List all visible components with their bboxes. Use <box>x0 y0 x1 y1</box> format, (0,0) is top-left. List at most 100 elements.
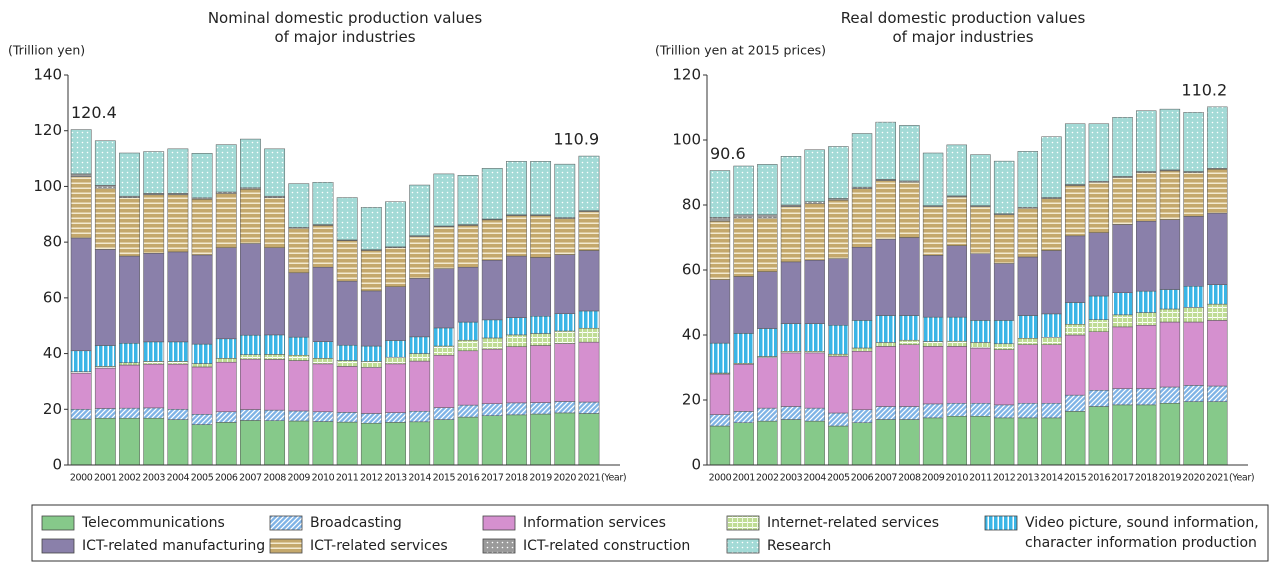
x-tick-label: 2021 <box>578 473 601 484</box>
bar-segment <box>993 214 1015 264</box>
bar-segment <box>899 182 920 238</box>
bar-segment <box>457 339 479 352</box>
bar-segment <box>1207 385 1228 402</box>
bar-segment <box>240 358 261 410</box>
bar-segment <box>70 372 92 410</box>
bar-segment <box>385 356 406 365</box>
bar-segment <box>167 148 189 194</box>
bar-segment <box>1064 411 1086 466</box>
bar-segment <box>264 148 286 197</box>
chart-title: Nominal domestic production values of maj… <box>208 9 483 46</box>
bar-segment <box>1017 344 1039 404</box>
bar-segment <box>780 352 802 407</box>
bar-segment <box>336 344 358 361</box>
bar-segment <box>578 211 600 251</box>
legend-label: ICT-related services <box>310 538 448 554</box>
bar-segment <box>481 219 503 261</box>
bar-segment <box>970 416 991 466</box>
bar-segment <box>530 402 552 415</box>
bar-segment <box>709 279 731 344</box>
bar-segment <box>804 260 825 324</box>
bar-segment <box>1136 404 1157 466</box>
bar-segment <box>70 418 92 466</box>
bar-segment <box>409 278 431 338</box>
bar-segment <box>433 345 455 356</box>
bar-segment <box>804 407 825 422</box>
bar-segment <box>851 247 873 321</box>
bar-segment <box>336 412 358 423</box>
bar-segment <box>1064 394 1086 412</box>
bar-segment <box>312 266 334 342</box>
bar-segment <box>1136 110 1157 172</box>
bar-segment <box>922 206 944 256</box>
bar-segment <box>481 260 503 321</box>
bar-segment <box>709 414 731 427</box>
bar-segment <box>709 221 731 280</box>
bar-segment <box>481 403 503 416</box>
bar-segment <box>191 343 213 364</box>
bar-segment <box>922 255 944 318</box>
bar-segment <box>875 346 896 407</box>
bar-segment <box>1112 177 1133 225</box>
bar-segment <box>481 337 503 350</box>
bar-segment <box>757 407 778 422</box>
legend-swatch <box>726 515 760 531</box>
bar-segment <box>1017 151 1039 208</box>
bar-segment <box>851 320 873 349</box>
bar-segment <box>851 347 873 352</box>
bar-segment <box>1112 292 1133 316</box>
legend-label: ICT-related manufacturing <box>82 538 265 554</box>
bar-segment <box>757 217 778 272</box>
bar-segment <box>1159 403 1181 466</box>
bar-segment <box>119 407 140 419</box>
bar-segment <box>804 203 825 261</box>
x-tick-label: 2005 <box>191 473 214 484</box>
y-tick-label: 120 <box>33 121 62 139</box>
x-tick-label: 2010 <box>312 473 335 484</box>
bar-segment <box>530 215 552 258</box>
bar-segment <box>312 182 334 225</box>
bar-segment <box>457 266 479 323</box>
bar-segment <box>851 351 873 410</box>
bar-segment <box>899 237 920 316</box>
bar-segment <box>899 339 920 346</box>
bar-segment <box>409 410 431 423</box>
bar-segment <box>1112 326 1133 389</box>
bar-segment <box>757 420 778 466</box>
bar-segment <box>554 254 576 314</box>
bar-segment <box>264 409 286 421</box>
legend-swatch <box>269 515 303 531</box>
bar-segment <box>1088 319 1110 333</box>
bar-segment <box>1136 388 1157 406</box>
bar-segment <box>264 354 286 360</box>
bar-segment <box>970 253 991 321</box>
bar-segment <box>757 164 778 215</box>
bar-segment <box>360 413 382 424</box>
bar-segment <box>240 420 261 466</box>
bar-segment <box>1017 417 1039 466</box>
bar-segment <box>804 323 825 352</box>
x-tick-label: 2008 <box>263 473 286 484</box>
bar-segment <box>143 253 165 343</box>
bar-segment <box>993 417 1015 466</box>
bar-segment <box>1183 385 1204 402</box>
bar-segment <box>191 153 213 199</box>
bar-segment <box>167 363 189 410</box>
x-tick-label: 2019 <box>529 473 552 484</box>
chart-title: Real domestic production values of major … <box>841 9 1086 46</box>
bar-segment <box>288 336 310 356</box>
bar-segment <box>780 206 802 263</box>
bar-segment <box>554 218 576 255</box>
bar-segment <box>1041 403 1062 419</box>
bar-segment <box>1064 302 1086 325</box>
bar-segment <box>481 415 503 466</box>
bar-segment <box>433 327 455 347</box>
bar-segment <box>1183 172 1204 217</box>
bar-segment <box>1207 303 1228 321</box>
bar-segment <box>94 140 116 186</box>
bar-segment <box>828 146 849 199</box>
y-tick-label: 100 <box>672 131 701 149</box>
bar-segment <box>215 361 237 413</box>
x-tick-label: 2021 <box>1206 473 1229 484</box>
bar-segment <box>336 421 358 466</box>
